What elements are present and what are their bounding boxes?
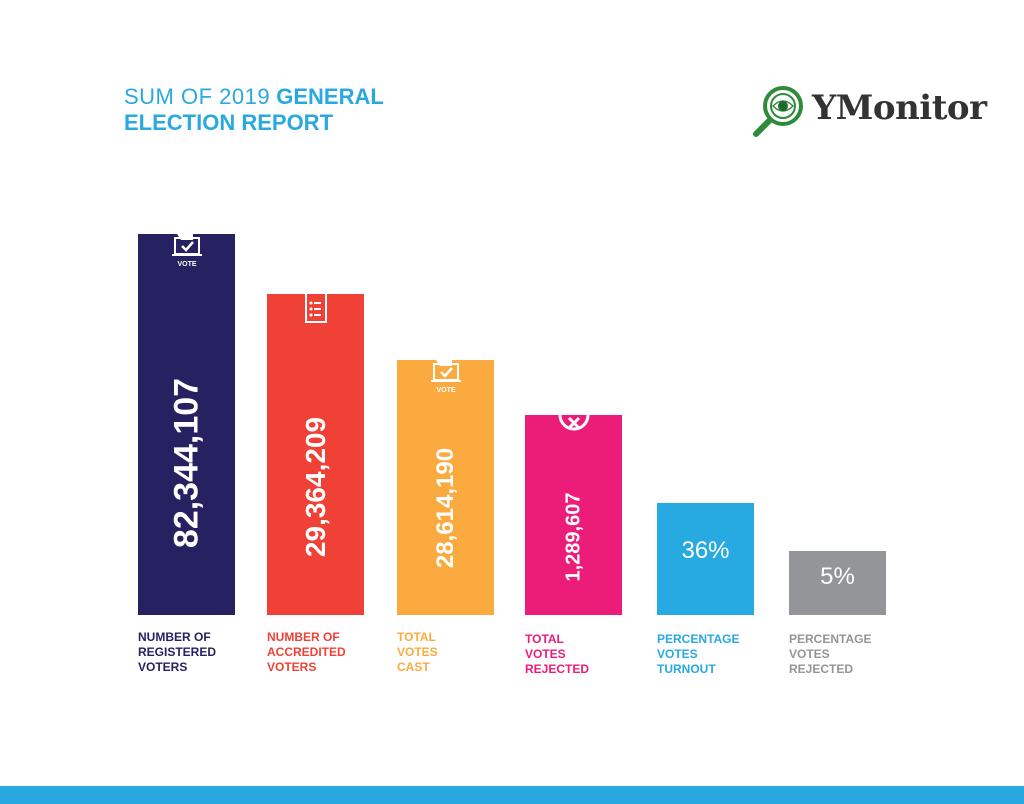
category-label-line: ACCREDITED xyxy=(267,645,346,659)
category-label-line: PERCENTAGE xyxy=(657,632,740,646)
category-label-line: REGISTERED xyxy=(138,645,217,659)
category-label-line: VOTES xyxy=(397,645,438,659)
icon-vote-text: VOTE xyxy=(177,261,196,268)
footer-stripe xyxy=(0,786,1024,804)
bar: 29,364,209 xyxy=(267,294,364,615)
category-label-line: NUMBER OF xyxy=(267,630,340,644)
ballot-box-icon: VOTE xyxy=(171,234,202,268)
data-label: 28,614,190 xyxy=(431,447,459,568)
category-label: PERCENTAGE VOTES REJECTED xyxy=(789,632,871,677)
data-label: 29,364,209 xyxy=(299,416,331,557)
category-label: TOTAL VOTES REJECTED xyxy=(525,632,589,677)
clipboard-list-icon xyxy=(304,294,327,323)
data-label: 82,344,107 xyxy=(167,377,205,548)
title-bold-1: GENERAL xyxy=(276,84,384,109)
chart-title: SUM OF 2019 GENERAL ELECTION REPORT xyxy=(124,84,384,136)
title-light: SUM OF 2019 xyxy=(124,84,271,109)
category-label-line: TURNOUT xyxy=(657,662,716,676)
category-label-line: VOTES xyxy=(525,647,566,661)
bar: 36% xyxy=(657,503,754,615)
reject-x-icon xyxy=(558,414,589,431)
ballot-box-icon: VOTE xyxy=(430,360,461,394)
bar: 1,289,607 xyxy=(525,414,622,615)
ballot-box-icon: VOTE xyxy=(167,234,207,275)
category-label: NUMBER OF REGISTERED VOTERS xyxy=(138,630,216,675)
bar: VOTE 82,344,107 xyxy=(138,234,235,615)
data-label: 5% xyxy=(820,563,855,590)
magnifier-eye-icon xyxy=(753,86,803,137)
category-label-line: PERCENTAGE xyxy=(789,632,872,646)
category-label-line: VOTERS xyxy=(138,660,188,674)
category-label-line: TOTAL xyxy=(525,632,564,646)
category-label-line: VOTERS xyxy=(267,660,317,674)
logo-text: YMonitor xyxy=(812,88,987,128)
category-label-line: VOTES xyxy=(789,647,830,661)
data-label: 36% xyxy=(681,537,730,564)
category-label: NUMBER OF ACCREDITED VOTERS xyxy=(267,630,346,675)
clipboard-list-icon xyxy=(301,294,331,331)
data-label: 1,289,607 xyxy=(562,492,584,582)
category-label-line: REJECTED xyxy=(525,662,590,676)
ballot-box-icon: VOTE xyxy=(426,360,466,401)
category-label-line: VOTES xyxy=(657,647,698,661)
category-label: PERCENTAGE VOTES TURNOUT xyxy=(657,632,739,677)
category-label-line: CAST xyxy=(397,660,430,674)
category-label: TOTAL VOTES CAST xyxy=(397,630,438,675)
reject-x-icon xyxy=(554,414,594,444)
category-label-line: TOTAL xyxy=(397,630,436,644)
bar: VOTE 28,614,190 xyxy=(397,360,494,615)
icon-vote-text: VOTE xyxy=(436,387,455,394)
category-label-line: REJECTED xyxy=(789,662,854,676)
title-bold-2: ELECTION REPORT xyxy=(124,110,334,135)
category-label-line: NUMBER OF xyxy=(138,630,211,644)
ymonitor-logo: YMonitor xyxy=(750,84,1010,140)
bar: 5% xyxy=(789,551,886,615)
